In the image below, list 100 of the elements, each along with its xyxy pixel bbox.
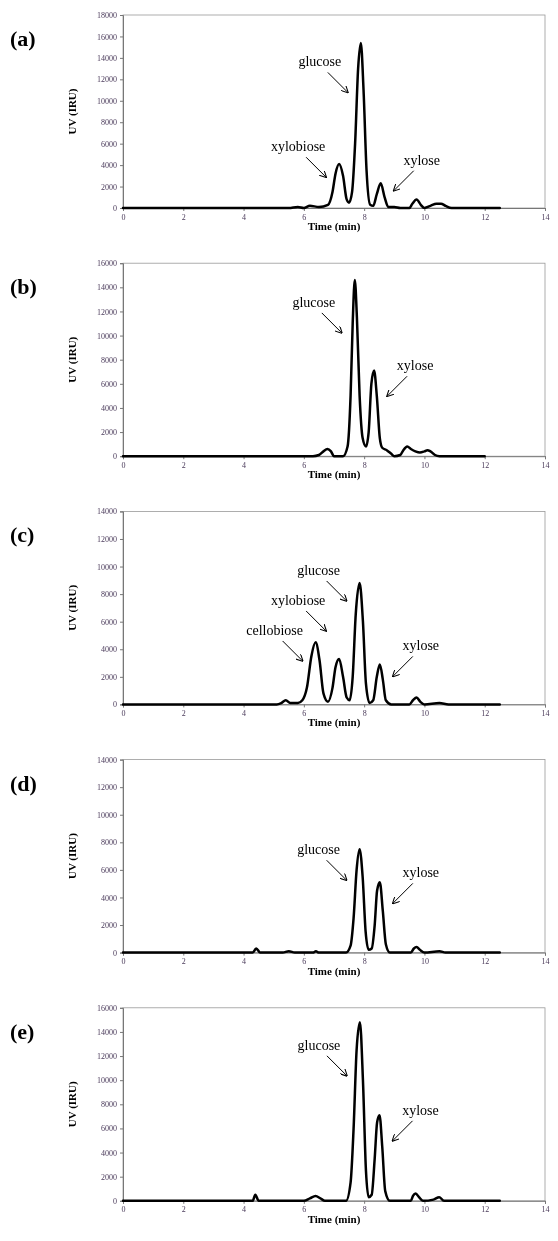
y-tick-label: 4000 bbox=[101, 1148, 117, 1158]
x-tick-label: 14 bbox=[541, 1205, 550, 1215]
y-tick-label: 12000 bbox=[97, 75, 117, 85]
text: (a) bbox=[10, 26, 36, 51]
y-tick-label: 8000 bbox=[101, 1100, 117, 1110]
y-tick-label: 4000 bbox=[101, 404, 117, 414]
x-tick-label: 4 bbox=[242, 460, 247, 470]
y-tick-label: 6000 bbox=[101, 617, 117, 627]
y-tick-label: 6000 bbox=[101, 379, 117, 389]
y-tick-label: 10000 bbox=[97, 810, 117, 820]
x-tick-label: 0 bbox=[121, 212, 126, 222]
x-tick-label: 0 bbox=[121, 1205, 126, 1215]
x-tick-label: 4 bbox=[242, 1205, 247, 1215]
y-tick-label: 0 bbox=[113, 452, 117, 462]
y-tick-label: 2000 bbox=[101, 1172, 117, 1182]
y-tick-label: 16000 bbox=[97, 32, 117, 42]
x-tick-label: 14 bbox=[541, 460, 550, 470]
x-tick-label: 10 bbox=[420, 957, 429, 967]
y-tick-label: 6000 bbox=[101, 865, 117, 875]
annotation: glucose bbox=[297, 842, 340, 858]
y-tick-label: 2000 bbox=[101, 428, 117, 438]
y-tick-label: 10000 bbox=[97, 562, 117, 572]
annotation: glucose bbox=[292, 294, 336, 310]
x-axis-title: Time (min) bbox=[307, 468, 361, 482]
y-tick-label: 14000 bbox=[97, 1027, 117, 1037]
y-axis-title: UV (IRU) bbox=[66, 88, 79, 135]
y-tick-label: 18000 bbox=[97, 11, 117, 21]
y-tick-label: 4000 bbox=[101, 893, 117, 903]
annotation: xylobiose bbox=[270, 592, 326, 608]
text: (e) bbox=[10, 1018, 35, 1044]
x-tick-label: 6 bbox=[302, 957, 307, 967]
x-tick-label: 10 bbox=[420, 1205, 429, 1215]
x-tick-label: 14 bbox=[541, 957, 550, 967]
annotation: glucose bbox=[298, 54, 342, 70]
x-axis-title: Time (min) bbox=[307, 964, 361, 978]
x-tick-label: 12 bbox=[481, 212, 490, 222]
y-tick-label: 16000 bbox=[97, 1003, 117, 1013]
x-tick-label: 12 bbox=[481, 460, 490, 470]
x-tick-label: 6 bbox=[302, 460, 307, 470]
line-series bbox=[121, 1021, 502, 1203]
y-tick-label: 10000 bbox=[97, 96, 117, 106]
x-tick-label: 8 bbox=[362, 1205, 367, 1215]
y-tick-label: 10000 bbox=[97, 331, 117, 341]
x-tick-label: 2 bbox=[181, 957, 186, 967]
y-tick-label: 12000 bbox=[97, 1052, 117, 1062]
x-tick-label: 2 bbox=[181, 1205, 186, 1215]
x-tick-label: 0 bbox=[121, 957, 126, 967]
x-tick-label: 4 bbox=[242, 212, 247, 222]
y-tick-label: 8000 bbox=[101, 590, 117, 600]
y-tick-label: 4000 bbox=[101, 161, 117, 171]
y-axis-title: UV (IRU) bbox=[66, 584, 79, 631]
y-tick-label: 2000 bbox=[101, 182, 117, 192]
x-tick-label: 6 bbox=[302, 1205, 307, 1215]
y-tick-label: 4000 bbox=[101, 645, 117, 655]
text: (b) bbox=[10, 274, 37, 300]
annotation: xylose bbox=[402, 1102, 439, 1118]
x-tick-label: 8 bbox=[362, 212, 367, 222]
x-tick-label: 4 bbox=[242, 709, 247, 719]
line-series bbox=[121, 581, 502, 706]
y-tick-label: 2000 bbox=[101, 672, 117, 682]
text: (d) bbox=[10, 770, 37, 796]
y-tick-label: 8000 bbox=[101, 838, 117, 848]
x-tick-label: 8 bbox=[362, 957, 367, 967]
x-tick-label: 12 bbox=[481, 709, 490, 719]
y-tick-label: 14000 bbox=[97, 507, 117, 517]
x-tick-label: 8 bbox=[362, 709, 367, 719]
y-tick-label: 2000 bbox=[101, 921, 117, 931]
x-tick-label: 10 bbox=[420, 709, 429, 719]
x-axis-title: Time (min) bbox=[307, 220, 361, 233]
y-tick-label: 0 bbox=[113, 700, 117, 710]
line-series bbox=[121, 278, 486, 458]
y-axis-title: UV (IRU) bbox=[66, 832, 79, 880]
annotation: xylose bbox=[402, 638, 440, 654]
x-tick-label: 0 bbox=[121, 709, 126, 719]
y-tick-label: 0 bbox=[113, 204, 117, 214]
x-tick-label: 6 bbox=[302, 709, 307, 719]
x-tick-label: 4 bbox=[242, 957, 247, 967]
x-tick-label: 12 bbox=[481, 957, 490, 967]
annotation: xylobiose bbox=[270, 139, 326, 155]
x-tick-label: 14 bbox=[541, 212, 550, 222]
y-tick-label: 0 bbox=[113, 948, 117, 958]
y-tick-label: 16000 bbox=[97, 259, 117, 269]
annotation: xylose bbox=[403, 152, 440, 168]
x-tick-label: 12 bbox=[481, 1205, 490, 1215]
y-tick-label: 14000 bbox=[97, 53, 117, 63]
y-tick-label: 14000 bbox=[97, 755, 117, 765]
y-tick-label: 14000 bbox=[97, 283, 117, 293]
x-tick-label: 2 bbox=[181, 460, 186, 470]
annotation: cellobiose bbox=[246, 622, 303, 638]
line-series bbox=[121, 41, 502, 210]
y-tick-label: 12000 bbox=[97, 307, 117, 317]
x-tick-label: 14 bbox=[541, 709, 550, 719]
x-tick-label: 10 bbox=[420, 212, 429, 222]
y-axis-title: UV (IRU) bbox=[66, 1081, 79, 1128]
x-axis-title: Time (min) bbox=[307, 716, 361, 730]
y-tick-label: 0 bbox=[113, 1196, 117, 1206]
y-tick-label: 10000 bbox=[97, 1076, 117, 1086]
x-tick-label: 2 bbox=[181, 212, 186, 222]
x-tick-label: 8 bbox=[362, 460, 367, 470]
y-tick-label: 8000 bbox=[101, 118, 117, 128]
